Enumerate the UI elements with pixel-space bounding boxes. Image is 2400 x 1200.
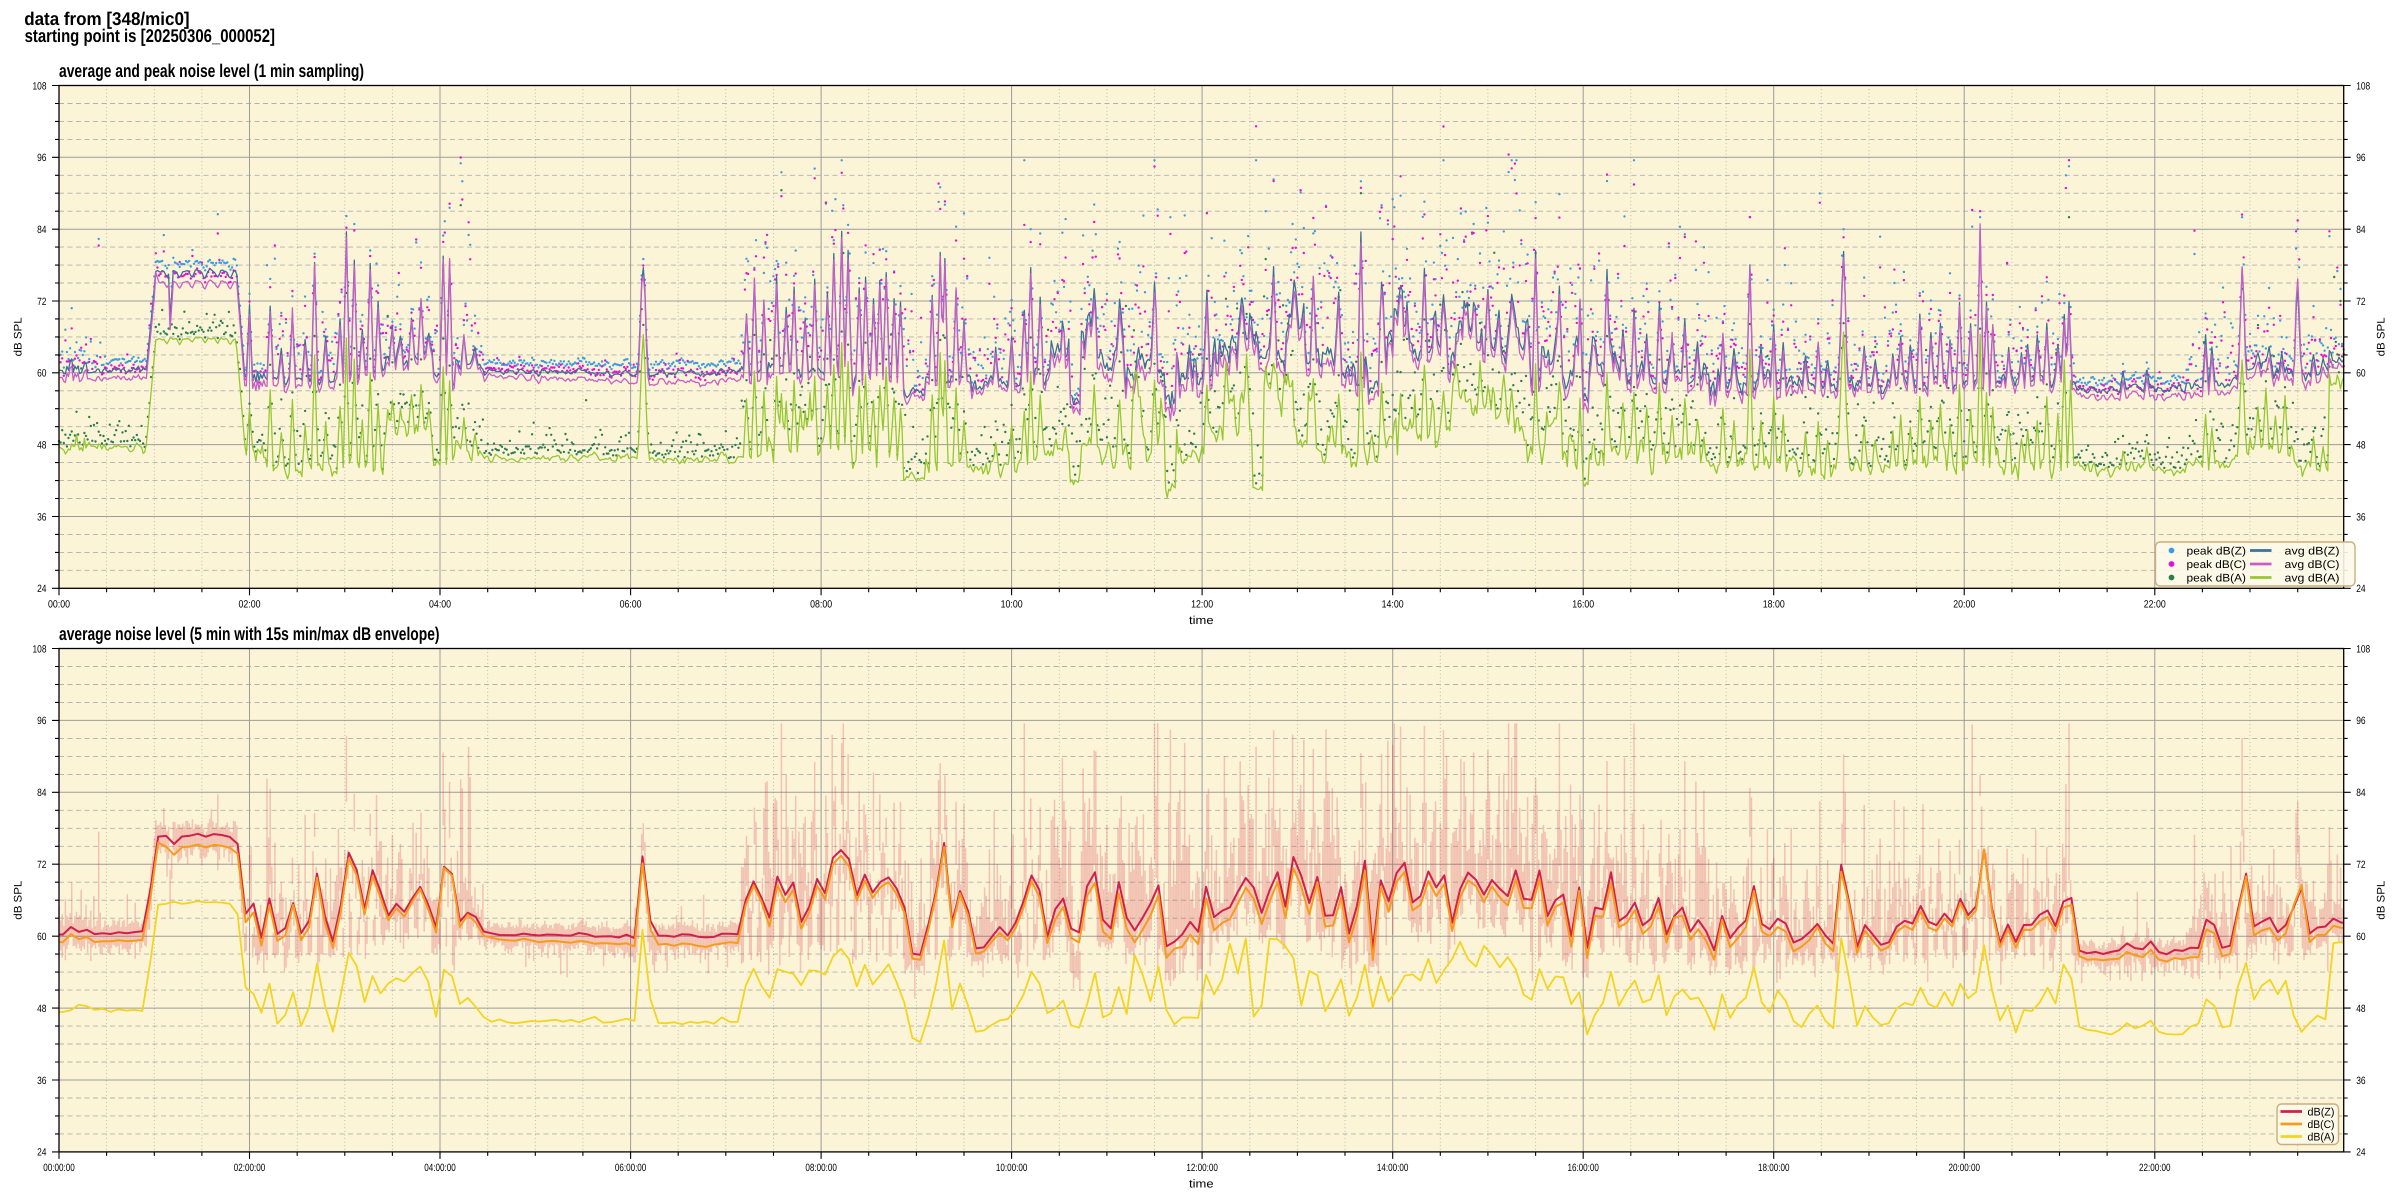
svg-text:06:00:00: 06:00:00 xyxy=(615,1162,647,1174)
svg-text:24: 24 xyxy=(37,1147,47,1159)
svg-text:time: time xyxy=(1189,615,1214,627)
svg-text:36: 36 xyxy=(2356,1075,2366,1087)
svg-text:peak dB(Z): peak dB(Z) xyxy=(2187,545,2247,557)
svg-text:96: 96 xyxy=(2356,152,2366,164)
svg-text:72: 72 xyxy=(2356,859,2366,871)
svg-text:72: 72 xyxy=(2356,296,2366,308)
svg-text:14:00:00: 14:00:00 xyxy=(1377,1162,1409,1174)
svg-text:00:00: 00:00 xyxy=(48,598,70,610)
svg-text:60: 60 xyxy=(2356,368,2366,380)
svg-text:dB SPL: dB SPL xyxy=(2376,317,2388,356)
svg-text:24: 24 xyxy=(2356,583,2366,595)
svg-text:dB SPL: dB SPL xyxy=(13,317,25,356)
svg-text:starting point is [20250306_00: starting point is [20250306_000052] xyxy=(25,25,275,46)
svg-text:08:00: 08:00 xyxy=(810,598,832,610)
svg-text:average and peak noise level (: average and peak noise level (1 min samp… xyxy=(59,60,364,81)
svg-text:06:00: 06:00 xyxy=(620,598,642,610)
svg-text:02:00: 02:00 xyxy=(239,598,261,610)
svg-text:12:00:00: 12:00:00 xyxy=(1186,1162,1218,1174)
svg-text:60: 60 xyxy=(37,931,47,943)
svg-text:peak dB(A): peak dB(A) xyxy=(2187,572,2247,584)
svg-text:00:00:00: 00:00:00 xyxy=(43,1162,75,1174)
svg-text:avg dB(A): avg dB(A) xyxy=(2285,572,2340,584)
svg-text:time: time xyxy=(1189,1179,1214,1191)
svg-text:96: 96 xyxy=(2356,715,2366,727)
svg-text:84: 84 xyxy=(37,787,47,799)
svg-text:02:00:00: 02:00:00 xyxy=(234,1162,266,1174)
svg-text:48: 48 xyxy=(2356,1003,2366,1015)
svg-text:04:00:00: 04:00:00 xyxy=(424,1162,456,1174)
svg-text:108: 108 xyxy=(2356,80,2370,92)
svg-text:48: 48 xyxy=(37,1003,47,1015)
svg-text:60: 60 xyxy=(2356,931,2366,943)
svg-text:108: 108 xyxy=(2356,643,2370,655)
svg-text:20:00:00: 20:00:00 xyxy=(1948,1162,1980,1174)
svg-text:16:00:00: 16:00:00 xyxy=(1567,1162,1599,1174)
svg-text:84: 84 xyxy=(2356,787,2366,799)
svg-text:data from [348/mic0]: data from [348/mic0] xyxy=(24,8,189,29)
svg-text:08:00:00: 08:00:00 xyxy=(805,1162,837,1174)
svg-text:10:00: 10:00 xyxy=(1001,598,1023,610)
svg-text:14:00: 14:00 xyxy=(1382,598,1404,610)
svg-text:dB(Z): dB(Z) xyxy=(2308,1106,2335,1118)
svg-text:10:00:00: 10:00:00 xyxy=(996,1162,1028,1174)
svg-text:peak dB(C): peak dB(C) xyxy=(2187,559,2247,571)
svg-text:22:00: 22:00 xyxy=(2144,598,2166,610)
svg-text:dB SPL: dB SPL xyxy=(13,881,25,920)
svg-text:108: 108 xyxy=(33,643,47,655)
svg-text:84: 84 xyxy=(37,224,47,236)
svg-text:18:00: 18:00 xyxy=(1763,598,1785,610)
svg-text:36: 36 xyxy=(37,511,47,523)
svg-text:24: 24 xyxy=(2356,1147,2366,1159)
svg-text:20:00: 20:00 xyxy=(1953,598,1975,610)
svg-text:72: 72 xyxy=(37,859,47,871)
svg-text:48: 48 xyxy=(2356,439,2366,451)
svg-text:12:00: 12:00 xyxy=(1191,598,1213,610)
svg-text:average noise level (5 min wit: average noise level (5 min with 15s min/… xyxy=(59,623,440,644)
svg-text:24: 24 xyxy=(37,583,47,595)
svg-text:16:00: 16:00 xyxy=(1572,598,1594,610)
svg-text:108: 108 xyxy=(33,80,47,92)
svg-text:18:00:00: 18:00:00 xyxy=(1758,1162,1790,1174)
svg-text:22:00:00: 22:00:00 xyxy=(2139,1162,2171,1174)
svg-text:96: 96 xyxy=(37,715,47,727)
svg-text:48: 48 xyxy=(37,439,47,451)
svg-text:36: 36 xyxy=(37,1075,47,1087)
svg-text:dB(C): dB(C) xyxy=(2308,1119,2335,1131)
svg-text:96: 96 xyxy=(37,152,47,164)
svg-text:04:00: 04:00 xyxy=(429,598,451,610)
svg-text:60: 60 xyxy=(37,368,47,380)
svg-text:avg dB(C): avg dB(C) xyxy=(2285,559,2340,571)
svg-text:dB(A): dB(A) xyxy=(2308,1131,2335,1143)
svg-text:84: 84 xyxy=(2356,224,2366,236)
svg-text:36: 36 xyxy=(2356,511,2366,523)
svg-text:72: 72 xyxy=(37,296,47,308)
svg-text:avg dB(Z): avg dB(Z) xyxy=(2285,545,2340,557)
svg-text:dB SPL: dB SPL xyxy=(2376,881,2388,920)
